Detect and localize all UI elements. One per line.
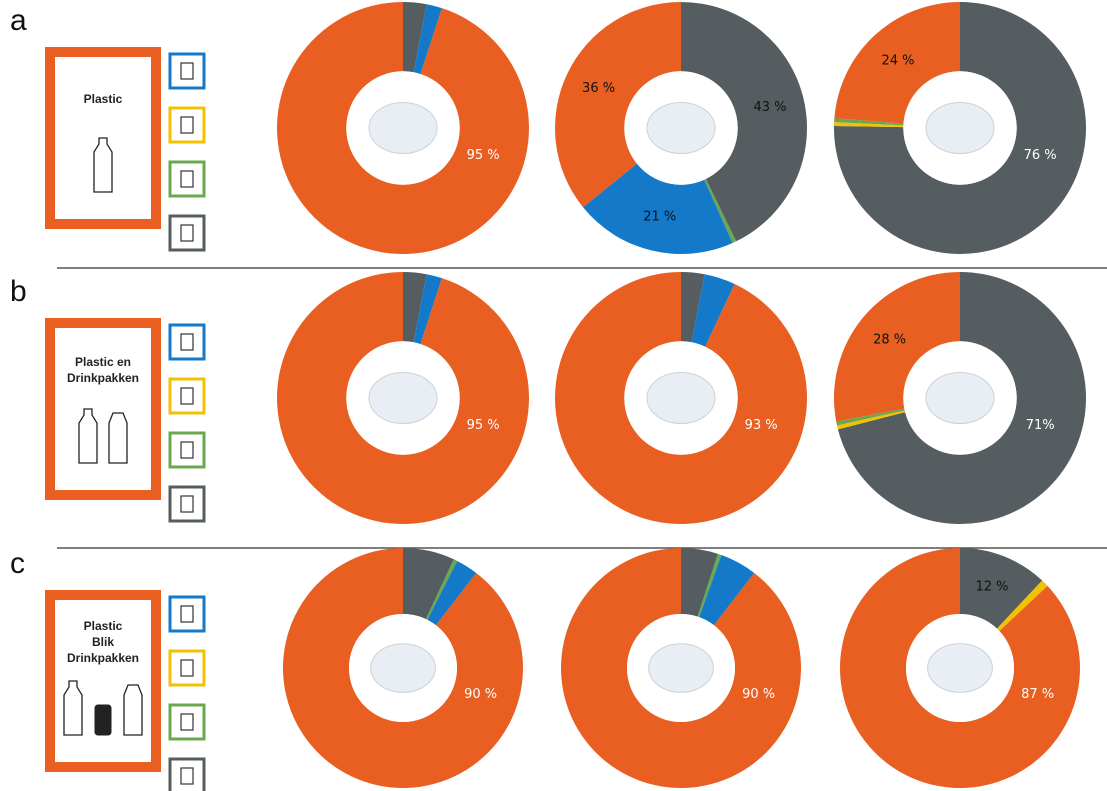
bin-label: Plastic xyxy=(84,619,123,633)
value-label: 12 % xyxy=(976,580,1009,595)
bin-frame xyxy=(45,590,161,772)
donut-segment xyxy=(283,548,524,789)
bin-icon xyxy=(168,757,206,791)
donut-segment xyxy=(681,548,718,617)
panel-letter: a xyxy=(10,4,27,37)
bin-icon-glyph xyxy=(180,659,194,677)
value-label: 95 % xyxy=(467,418,500,433)
donut-segment xyxy=(699,555,755,626)
carton-icon xyxy=(108,412,128,464)
item-photo xyxy=(925,101,995,155)
donut-segment xyxy=(834,122,904,128)
donut-segment xyxy=(277,2,530,255)
bin-label: Drinkpakken xyxy=(67,651,139,665)
bin-icon xyxy=(168,52,206,90)
bin-icon-glyph xyxy=(180,333,194,351)
donut-segment xyxy=(427,560,477,626)
item-photo xyxy=(927,643,993,693)
value-label: 43 % xyxy=(753,100,786,115)
donut-segment xyxy=(681,2,807,242)
bin-icon xyxy=(168,106,206,144)
bin-frame xyxy=(45,318,161,500)
bin-icon xyxy=(168,703,206,741)
bin-icon xyxy=(168,649,206,687)
donut-segment xyxy=(834,118,904,126)
bin-icon-glyph xyxy=(180,387,194,405)
bin-icon-glyph xyxy=(180,605,194,623)
donut-segment xyxy=(277,272,530,524)
item-photo xyxy=(646,101,716,155)
donut-segment xyxy=(413,274,442,345)
bin-icon xyxy=(168,160,206,198)
donut-segment xyxy=(704,178,737,243)
value-label: 95 % xyxy=(467,148,500,163)
donut-segment xyxy=(413,4,442,75)
donut-segment xyxy=(834,2,960,124)
donut-segment xyxy=(837,272,1086,524)
donut-segment xyxy=(834,2,1087,254)
value-label: 90 % xyxy=(464,687,497,702)
donut-segment xyxy=(425,559,458,620)
bin-frame xyxy=(45,47,161,229)
item-photo xyxy=(368,371,438,425)
value-label: 87 % xyxy=(1021,687,1054,702)
donut-segment xyxy=(836,408,905,426)
bin-icon xyxy=(168,323,206,361)
bin-icon-glyph xyxy=(180,767,194,785)
donut-segment xyxy=(403,548,454,620)
bin-icon-glyph xyxy=(180,224,194,242)
item-photo xyxy=(925,371,995,425)
value-label: 76 % xyxy=(1024,148,1057,163)
donut-segment xyxy=(691,274,735,347)
bin-icon-glyph xyxy=(180,170,194,188)
value-label: 21 % xyxy=(643,209,676,224)
bottle-icon xyxy=(63,680,83,736)
donut-segment xyxy=(403,272,427,343)
value-label: 71% xyxy=(1026,418,1055,433)
bottle-icon xyxy=(78,408,98,464)
item-photo xyxy=(646,371,716,425)
item-photo xyxy=(370,643,436,693)
donut-segment xyxy=(583,163,733,254)
donut-segment xyxy=(681,272,705,343)
donut-segment xyxy=(834,272,960,422)
bin-icon xyxy=(168,377,206,415)
donut-segment xyxy=(555,2,681,208)
bin-icon xyxy=(168,214,206,252)
bottle-icon xyxy=(93,137,113,193)
panel-letter: b xyxy=(10,275,27,308)
value-label: 24 % xyxy=(881,53,914,68)
panel-letter: c xyxy=(10,547,25,580)
bin-label: Plastic xyxy=(84,92,123,106)
carton-icon xyxy=(123,684,143,736)
bin-icon-glyph xyxy=(180,62,194,80)
donut-segment xyxy=(837,410,906,430)
donut-segment xyxy=(960,548,1043,629)
value-label: 28 % xyxy=(873,332,906,347)
item-photo xyxy=(648,643,714,693)
value-label: 36 % xyxy=(582,81,615,96)
donut-segment xyxy=(555,272,808,524)
bin-icon-glyph xyxy=(180,713,194,731)
bin-icon-glyph xyxy=(180,116,194,134)
donut-segment xyxy=(561,548,802,789)
value-label: 90 % xyxy=(742,687,775,702)
bin-icon-glyph xyxy=(180,495,194,513)
bin-label: Plastic en xyxy=(75,355,131,369)
bin-icon xyxy=(168,485,206,523)
bin-icon xyxy=(168,431,206,469)
donut-segment xyxy=(996,580,1048,632)
bin-icon xyxy=(168,595,206,633)
can-icon xyxy=(94,704,112,736)
bin-label: Blik xyxy=(92,635,114,649)
bin-icon-glyph xyxy=(180,441,194,459)
donut-segment xyxy=(697,553,722,618)
value-label: 93 % xyxy=(745,418,778,433)
donut-segment xyxy=(403,2,427,73)
item-photo xyxy=(368,101,438,155)
bin-label: Drinkpakken xyxy=(67,371,139,385)
donut-segment xyxy=(840,548,1080,789)
